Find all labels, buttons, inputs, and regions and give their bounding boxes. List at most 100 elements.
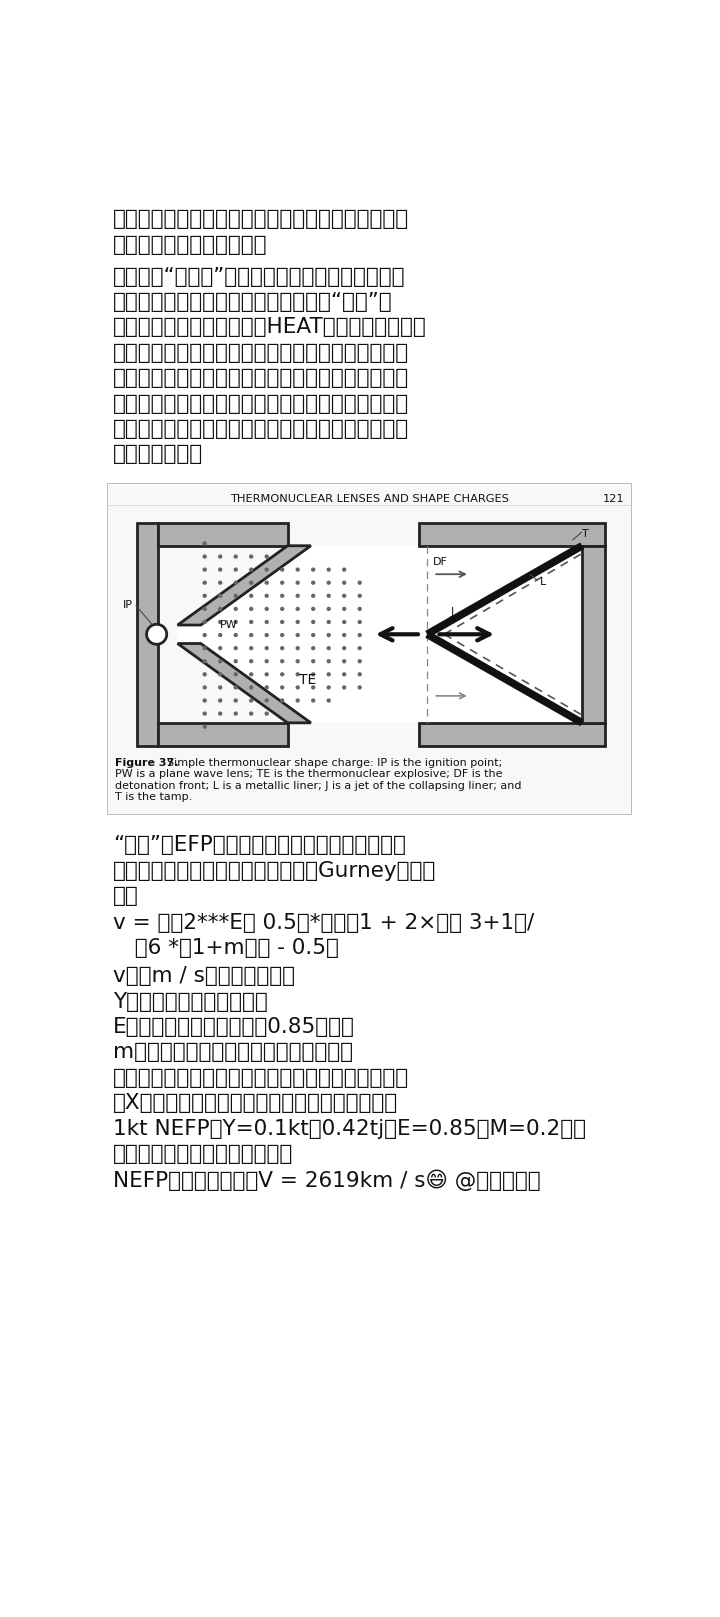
Text: TE: TE [300, 673, 317, 687]
Circle shape [342, 581, 346, 585]
Bar [107, 482, 631, 813]
Text: 不用修改“猎户座”计划中的核脉冲装置，使其产生: 不用修改“猎户座”计划中的核脉冲装置，使其产生 [113, 267, 406, 286]
Text: PW is a plane wave lens; TE is the thermonuclear explosive; DF is the: PW is a plane wave lens; TE is the therm… [114, 770, 503, 779]
Text: 一个狭窄的锥产生高速度的粒子。一个“原版”的: 一个狭窄的锥产生高速度的粒子。一个“原版”的 [113, 293, 393, 312]
Circle shape [202, 606, 207, 611]
Circle shape [218, 606, 222, 611]
Circle shape [249, 632, 253, 637]
Circle shape [202, 645, 207, 650]
Text: L: L [539, 577, 546, 587]
Circle shape [280, 660, 284, 663]
Circle shape [342, 660, 346, 663]
Circle shape [327, 606, 331, 611]
Circle shape [280, 686, 284, 689]
Circle shape [264, 711, 269, 716]
Circle shape [233, 619, 238, 624]
Circle shape [218, 711, 222, 716]
Circle shape [233, 686, 238, 689]
Circle shape [342, 632, 346, 637]
Circle shape [264, 593, 269, 598]
Circle shape [218, 632, 222, 637]
Text: Y是核装置的产量，焦耳。: Y是核装置的产量，焦耳。 [113, 991, 268, 1012]
Circle shape [327, 581, 331, 585]
Circle shape [218, 660, 222, 663]
Circle shape [295, 581, 300, 585]
Circle shape [358, 593, 362, 598]
Text: 如最初猎户座计划预计的那样。: 如最初猎户座计划预计的那样。 [113, 1145, 294, 1164]
Circle shape [202, 711, 207, 716]
Circle shape [311, 581, 315, 585]
Circle shape [249, 619, 253, 624]
Circle shape [264, 555, 269, 559]
Text: THERMONUCLEAR LENSES AND SHAPE CHARGES: THERMONUCLEAR LENSES AND SHAPE CHARGES [230, 495, 508, 505]
Text: Figure 37.: Figure 37. [114, 758, 179, 768]
Circle shape [202, 724, 207, 729]
Polygon shape [582, 545, 606, 723]
Polygon shape [178, 644, 311, 723]
Text: 121: 121 [603, 495, 625, 505]
Text: E是效率，是核聚能装药的0.85左右。: E是效率，是核聚能装药的0.85左右。 [113, 1017, 355, 1036]
Circle shape [249, 699, 253, 703]
Circle shape [358, 645, 362, 650]
Circle shape [295, 568, 300, 572]
Circle shape [311, 619, 315, 624]
Text: 它可以用创新的方式使用。: 它可以用创新的方式使用。 [113, 234, 268, 255]
Circle shape [327, 660, 331, 663]
Circle shape [280, 632, 284, 637]
Circle shape [358, 632, 362, 637]
Circle shape [295, 593, 300, 598]
Polygon shape [158, 522, 287, 545]
Text: 版。金属锥可以通过核聚能装药的爆轰而被熔化并压: 版。金属锥可以通过核聚能装药的爆轰而被熔化并压 [113, 343, 410, 362]
Circle shape [233, 673, 238, 676]
Circle shape [342, 673, 346, 676]
Circle shape [280, 699, 284, 703]
Circle shape [202, 581, 207, 585]
Text: 1kt NEFP，Y=0.1kt或0.42tj；E=0.85；M=0.2，正: 1kt NEFP，Y=0.1kt或0.42tj；E=0.85；M=0.2，正 [113, 1119, 586, 1138]
Circle shape [280, 673, 284, 676]
Circle shape [233, 593, 238, 598]
Circle shape [218, 581, 222, 585]
Circle shape [218, 699, 222, 703]
Circle shape [280, 619, 284, 624]
Circle shape [327, 699, 331, 703]
Circle shape [280, 645, 284, 650]
Circle shape [358, 660, 362, 663]
Text: “直接”核EFP，在热核爆炸是与金属锥接触产生: “直接”核EFP，在热核爆炸是与金属锥接触产生 [113, 836, 406, 855]
Circle shape [249, 686, 253, 689]
Circle shape [342, 619, 346, 624]
Circle shape [264, 632, 269, 637]
Text: DF: DF [433, 558, 448, 568]
Circle shape [264, 606, 269, 611]
Circle shape [327, 686, 331, 689]
Text: v是在m / s中达到的速度。: v是在m / s中达到的速度。 [113, 965, 295, 986]
Circle shape [280, 593, 284, 598]
Circle shape [249, 568, 253, 572]
Circle shape [264, 673, 269, 676]
Circle shape [264, 619, 269, 624]
Text: 用的金属气体。: 用的金属气体。 [113, 445, 203, 464]
Circle shape [249, 555, 253, 559]
Text: 核定向装药也可以作为现代HEAT（破甲弹）的核能: 核定向装药也可以作为现代HEAT（破甲弹）的核能 [113, 317, 427, 338]
Circle shape [249, 593, 253, 598]
Circle shape [218, 673, 222, 676]
Circle shape [358, 581, 362, 585]
Circle shape [249, 581, 253, 585]
Circle shape [233, 632, 238, 637]
Circle shape [202, 619, 207, 624]
Circle shape [233, 555, 238, 559]
Text: detonation front; L is a metallic liner; J is a jet of the collapsing liner; and: detonation front; L is a metallic liner;… [114, 781, 521, 791]
Circle shape [264, 686, 269, 689]
Text: （6 *（1+m）） - 0.5）: （6 *（1+m）） - 0.5） [121, 938, 339, 959]
Text: 算：: 算： [113, 886, 139, 906]
Text: 核形状电荷的惊人威力也可以不直接用于破坏目标。: 核形状电荷的惊人威力也可以不直接用于破坏目标。 [113, 210, 410, 230]
Circle shape [202, 593, 207, 598]
Circle shape [249, 711, 253, 716]
Circle shape [202, 555, 207, 559]
Circle shape [249, 660, 253, 663]
Circle shape [327, 568, 331, 572]
Circle shape [202, 542, 207, 545]
Circle shape [311, 606, 315, 611]
Circle shape [295, 660, 300, 663]
Circle shape [327, 632, 331, 637]
Circle shape [311, 568, 315, 572]
